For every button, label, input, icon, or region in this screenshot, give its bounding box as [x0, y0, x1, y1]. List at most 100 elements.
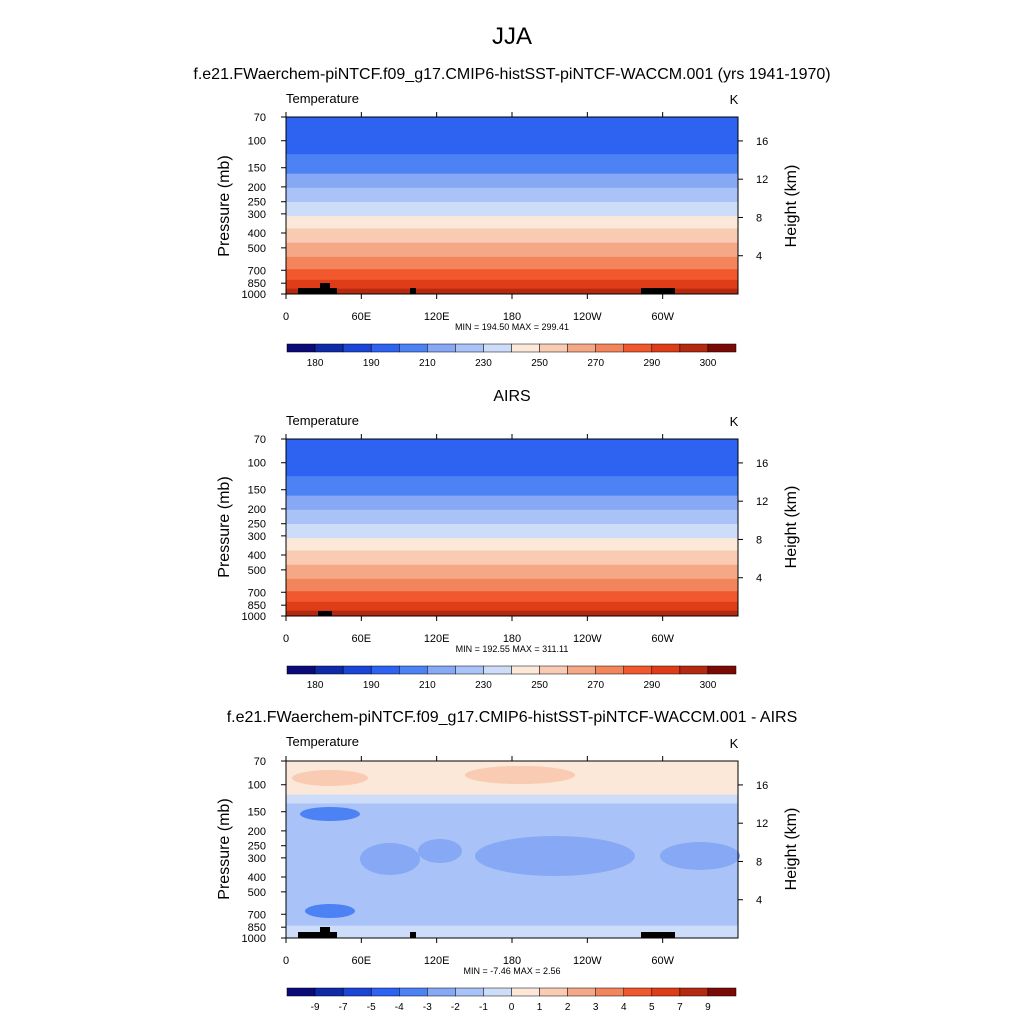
panel-model-colorbar-swatch — [511, 343, 540, 353]
panel-airs-band — [286, 523, 738, 539]
panel-difference-x-tick-label: 180 — [503, 955, 521, 967]
panel-airs-colorbar-swatch — [567, 665, 596, 675]
panel-difference-colorbar-swatch — [483, 987, 512, 997]
panel-airs-y-tick-label: 300 — [248, 531, 266, 543]
panel-difference-colorbar-swatch — [455, 987, 484, 997]
panel-airs-x-tick-label: 120W — [573, 633, 602, 645]
panel-model-band — [286, 124, 738, 155]
panel-airs-colorbar-swatch — [623, 665, 653, 675]
panel-model-band — [286, 228, 738, 244]
panel-model-colorbar-label: 300 — [700, 358, 717, 369]
panel-airs-colorbar-swatch — [342, 665, 372, 675]
panel-model-band — [286, 269, 738, 281]
panel-model-colorbar-swatch — [539, 343, 568, 353]
panel-difference-band — [286, 893, 738, 912]
panel-airs-colorbar-label: 210 — [419, 680, 436, 691]
panel-airs-band — [286, 476, 738, 497]
panel-airs-y-tick-label: 200 — [248, 504, 266, 516]
panel-difference-colorbar-swatch — [370, 987, 400, 997]
panel-difference-topography — [298, 932, 320, 938]
panel-difference-topography — [641, 932, 675, 938]
panel-airs-band — [286, 550, 738, 566]
panel-airs-x-tick-label: 0 — [283, 633, 289, 645]
panel-difference-x-tick-label: 60W — [651, 955, 674, 967]
panel-difference-colorbar-swatch — [539, 987, 568, 997]
panel-difference-colorbar-label: 2 — [565, 1002, 571, 1013]
panel-airs-height-tick-label: 4 — [756, 573, 762, 585]
panel-airs-band — [286, 610, 738, 617]
panel-model-colorbar-label: 210 — [419, 358, 436, 369]
panel-model-y-tick-label: 250 — [248, 197, 266, 209]
panel-model-height-tick-label: 16 — [756, 136, 768, 148]
panel-difference-variable-label: Temperature — [286, 734, 359, 749]
panel-difference-colorbar-swatch — [707, 987, 737, 997]
panel-airs-y-tick-label: 500 — [248, 565, 266, 577]
panel-model-topography — [320, 283, 330, 294]
panel-model-y-axis-right-label: Height (km) — [783, 165, 800, 248]
panel-model-colorbar-swatch — [455, 343, 484, 353]
panel-difference-colorbar-swatch — [651, 987, 681, 997]
panel-model-min-max: MIN = 194.50 MAX = 299.41 — [455, 322, 569, 332]
season-title: JJA — [492, 23, 532, 50]
panel-difference-y-tick-label: 1000 — [242, 933, 266, 945]
panel-model-x-tick-label: 120E — [424, 311, 450, 323]
panel-model-band — [286, 242, 738, 258]
panel-difference-colorbar-label: 5 — [649, 1002, 655, 1013]
panel-airs-band — [286, 591, 738, 603]
panel-airs-min-max: MIN = 192.55 MAX = 311.11 — [456, 644, 569, 654]
panel-difference-x-tick-label: 0 — [283, 955, 289, 967]
panel-difference-x-tick-label: 60E — [352, 955, 372, 967]
panel-difference-topography — [320, 927, 330, 938]
panel-model-x-tick-label: 60E — [352, 311, 372, 323]
panel-airs-band — [286, 601, 738, 612]
panel-model-height-tick-label: 8 — [756, 212, 762, 224]
panel-difference-topography — [410, 932, 416, 938]
panel-difference-colorbar-label: -2 — [451, 1002, 460, 1013]
panel-difference-y-tick-label: 400 — [248, 872, 266, 884]
panel-airs-colorbar-swatch — [679, 665, 709, 675]
panel-model-band — [286, 187, 738, 203]
panel-difference-band — [286, 911, 738, 927]
panel-airs-x-tick-label: 180 — [503, 633, 521, 645]
panel-airs-colorbar-swatch — [595, 665, 624, 675]
panel-difference-y-tick-label: 200 — [248, 826, 266, 838]
panel-difference-height-tick-label: 8 — [756, 856, 762, 868]
panel-model-x-tick-label: 120W — [573, 311, 602, 323]
panel-model-variable-label: Temperature — [286, 91, 359, 106]
panel-airs-colorbar-swatch — [314, 665, 344, 675]
panel-airs-y-tick-label: 400 — [248, 550, 266, 562]
panel-model-y-tick-label: 850 — [248, 278, 266, 290]
panel-model-topography — [410, 288, 416, 294]
panel-airs-height-tick-label: 12 — [756, 496, 768, 508]
panel-airs-subtitle: AIRS — [493, 388, 530, 405]
panel-airs-colorbar-swatch — [427, 665, 456, 675]
panel-model-colorbar-label: 270 — [587, 358, 604, 369]
panel-model-band — [286, 288, 738, 295]
panel-difference-y-tick-label: 850 — [248, 922, 266, 934]
panel-difference-colorbar-swatch — [314, 987, 344, 997]
panel-model-colorbar-label: 230 — [475, 358, 492, 369]
panel-airs-colorbar: 180 190 210 230 250 270 290 300 — [286, 665, 737, 691]
panel-difference-x-tick-label: 120E — [424, 955, 450, 967]
panel-difference-y-tick-label: 150 — [248, 807, 266, 819]
panel-airs-x-tick-label: 120E — [424, 633, 450, 645]
panel-difference-subtitle: f.e21.FWaerchem-piNTCF.f09_g17.CMIP6-his… — [227, 709, 798, 726]
panel-model-colorbar-swatch — [623, 343, 653, 353]
panel-difference-y-axis-right-label: Height (km) — [783, 808, 800, 891]
panel-difference-units-label: K — [730, 736, 739, 751]
panel-difference-y-tick-label: 300 — [248, 853, 266, 865]
panel-airs-colorbar-swatch — [286, 665, 316, 675]
panel-airs-colorbar-swatch — [539, 665, 568, 675]
panel-difference-colorbar-label: 0 — [509, 1002, 515, 1013]
panel-difference-y-tick-label: 250 — [248, 841, 266, 853]
panel-airs-y-tick-label: 70 — [254, 434, 266, 446]
panel-model-band — [286, 173, 738, 189]
panel-model-y-tick-label: 300 — [248, 209, 266, 221]
panel-model-colorbar-swatch — [314, 343, 344, 353]
panel-airs-band — [286, 578, 738, 592]
panel-airs-y-axis-label: Pressure (mb) — [216, 476, 233, 577]
panel-difference-colorbar-swatch — [567, 987, 596, 997]
